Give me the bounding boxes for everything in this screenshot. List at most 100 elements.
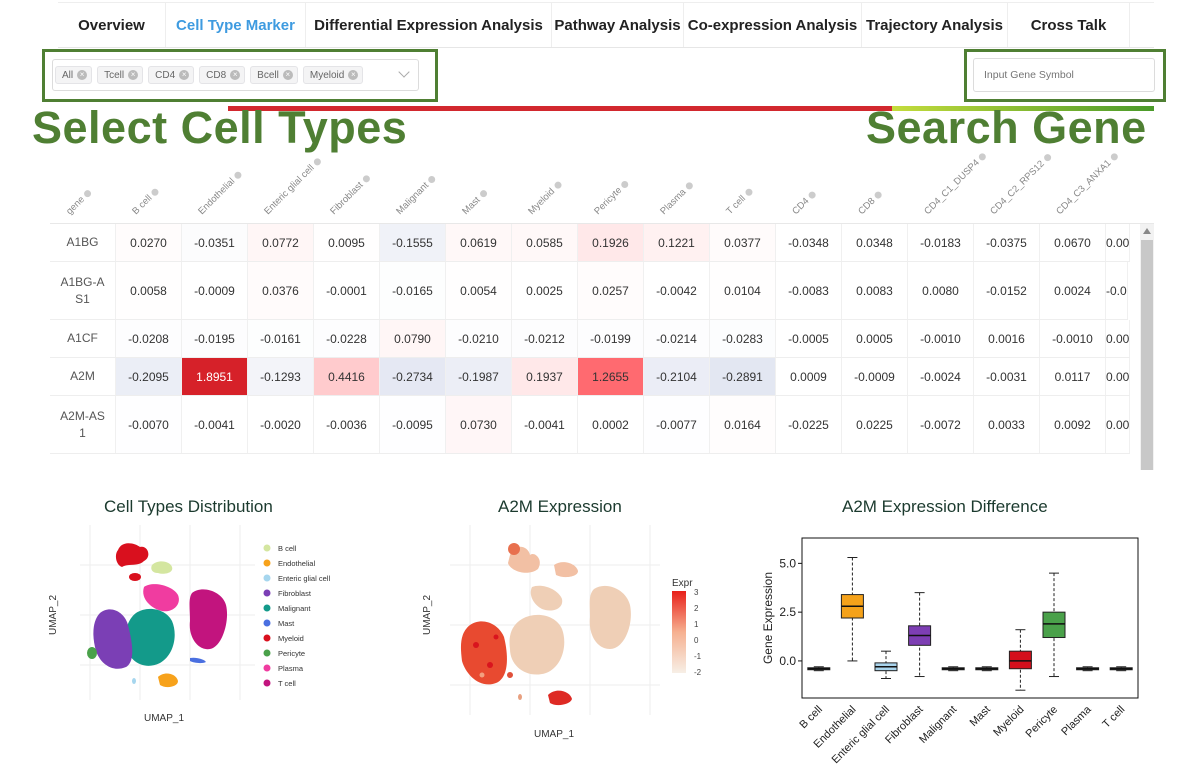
column-header[interactable]: Fibroblast: [328, 173, 372, 217]
tab-cell-type-marker[interactable]: Cell Type Marker: [166, 3, 306, 47]
chevron-down-icon[interactable]: [398, 66, 410, 78]
value-cell: -0.0083: [776, 262, 842, 319]
tab-differential-expression-analysis[interactable]: Differential Expression Analysis: [306, 3, 552, 47]
table-row[interactable]: A1BG 0.0270 -0.0351 0.0772 0.0095 -0.1555 0.06…: [50, 224, 1131, 262]
legend-swatch: [263, 679, 271, 687]
sort-icon[interactable]: [620, 179, 630, 190]
scroll-up-arrow-icon[interactable]: [1143, 228, 1151, 234]
value-cell: -0.2734: [380, 358, 446, 395]
cell-type-multiselect[interactable]: All × Tcell × CD4 × CD8 × Bcell × Myeloid ×: [52, 59, 419, 91]
column-header[interactable]: CD4_C1_DUSP4: [922, 150, 989, 217]
chip-label: All: [62, 69, 74, 81]
expr-ylabel: UMAP_2: [422, 595, 433, 635]
expr-legend-title: Expr: [672, 578, 693, 589]
close-icon[interactable]: ×: [282, 70, 293, 80]
value-cell: 0.0058: [116, 262, 182, 319]
boxplot-series: [807, 557, 1133, 691]
value-cell: -0.0195: [182, 320, 248, 357]
close-icon[interactable]: ×: [128, 70, 139, 80]
celltype-plot-title: Cell Types Distribution: [104, 497, 273, 516]
sort-icon[interactable]: [807, 190, 818, 201]
tab-cross-talk[interactable]: Cross Talk: [1008, 3, 1130, 47]
column-header[interactable]: B cell: [130, 186, 161, 217]
table-row[interactable]: A2M -0.2095 1.8951 -0.1293 0.4416 -0.2734 -0.1…: [50, 358, 1131, 396]
sort-icon[interactable]: [873, 190, 884, 201]
value-cell: 0.0376: [248, 262, 314, 319]
cell-type-chip[interactable]: All ×: [55, 66, 93, 84]
sort-icon[interactable]: [82, 188, 93, 199]
table-row[interactable]: A1CF -0.0208 -0.0195 -0.0161 -0.0228 0.0790 -0…: [50, 320, 1131, 358]
table-row[interactable]: A2M-AS1 -0.0070 -0.0041 -0.0020 -0.0036 -0.00…: [50, 396, 1131, 454]
sort-icon[interactable]: [977, 151, 988, 162]
table-row[interactable]: A1BG-AS1 0.0058 -0.0009 0.0376 -0.0001 -0.016…: [50, 262, 1128, 320]
legend-label: Pericyte: [278, 649, 305, 658]
value-cell: -0.0183: [908, 224, 974, 261]
tab-co-expression-analysis[interactable]: Co-expression Analysis: [684, 3, 862, 47]
cell-type-chip[interactable]: Tcell ×: [97, 66, 144, 84]
annotation-green-underline: [892, 106, 1154, 111]
box-pericyte: [1042, 572, 1066, 678]
sort-icon[interactable]: [684, 181, 695, 192]
sort-icon[interactable]: [312, 156, 323, 167]
sort-icon[interactable]: [361, 174, 372, 184]
value-cell: 0.4416: [314, 358, 380, 395]
y-tick-label: 5.0: [779, 556, 796, 570]
column-header[interactable]: CD4_C3_ANXA1: [1054, 151, 1120, 217]
column-header[interactable]: Malignant: [394, 173, 438, 217]
legend-swatch: [263, 574, 271, 582]
chip-label: Bcell: [257, 69, 279, 81]
celltype-umap-clusters: [87, 543, 228, 688]
close-icon[interactable]: ×: [230, 70, 241, 80]
column-header[interactable]: CD8: [856, 189, 884, 217]
value-cell: 0.0092: [1040, 396, 1106, 453]
close-icon[interactable]: ×: [77, 70, 88, 80]
value-cell: -0.0020: [248, 396, 314, 453]
sort-icon[interactable]: [426, 174, 437, 185]
column-header[interactable]: T cell: [724, 186, 755, 217]
x-tick-label: T cell: [1100, 704, 1127, 731]
legend-label: B cell: [278, 544, 297, 553]
sort-icon[interactable]: [478, 188, 489, 199]
close-icon[interactable]: ×: [179, 70, 190, 80]
tab-trajectory-analysis[interactable]: Trajectory Analysis: [862, 3, 1008, 47]
sort-icon[interactable]: [1042, 152, 1053, 163]
cell-type-chip[interactable]: Bcell ×: [250, 66, 298, 84]
value-cell: 0.0585: [512, 224, 578, 261]
column-header[interactable]: CD4: [790, 189, 818, 217]
legend-label: Malignant: [278, 604, 311, 613]
sort-icon[interactable]: [743, 187, 754, 198]
gene-search-input[interactable]: [973, 58, 1155, 92]
column-header[interactable]: Mast: [460, 188, 489, 217]
column-header[interactable]: Plasma: [658, 180, 695, 217]
value-cell: -0.0031: [974, 358, 1040, 395]
tab-pathway-analysis[interactable]: Pathway Analysis: [552, 3, 684, 47]
value-cell: 0.00: [1106, 320, 1131, 357]
cell-type-chip[interactable]: CD8 ×: [199, 66, 246, 84]
expression-boxplot: Gene Expression 0.02.55.0B cellEndotheli…: [761, 537, 1139, 764]
cell-type-chip[interactable]: Myeloid ×: [302, 66, 364, 84]
value-cell: 0.0024: [1040, 262, 1106, 319]
column-header[interactable]: Myeloid: [526, 179, 564, 217]
sort-icon[interactable]: [150, 187, 161, 198]
table-scrollbar-thumb[interactable]: [1141, 240, 1153, 470]
chip-label: Myeloid: [309, 69, 345, 81]
column-header[interactable]: gene: [64, 187, 94, 217]
column-header[interactable]: Pericyte: [592, 178, 631, 217]
column-header-label: CD4_C2_RPS12: [988, 158, 1047, 217]
column-header[interactable]: CD4_C2_RPS12: [988, 151, 1054, 217]
tab-overview[interactable]: Overview: [58, 3, 166, 47]
legend-swatch: [263, 604, 271, 612]
sort-icon[interactable]: [1109, 152, 1120, 162]
column-header[interactable]: Endothelial: [196, 169, 244, 217]
value-cell: 0.1926: [578, 224, 644, 261]
sort-icon[interactable]: [232, 170, 243, 181]
sort-icon[interactable]: [552, 180, 563, 191]
cell-type-chip[interactable]: CD4 ×: [148, 66, 195, 84]
value-cell: -0.0036: [314, 396, 380, 453]
celltype-xlabel: UMAP_1: [144, 713, 184, 724]
expr-colorbar: [672, 591, 686, 673]
close-icon[interactable]: ×: [348, 70, 359, 80]
column-header[interactable]: Enteric glial cell: [262, 155, 324, 217]
search-gene-highlight: [964, 49, 1166, 102]
legend-swatch: [263, 649, 271, 657]
